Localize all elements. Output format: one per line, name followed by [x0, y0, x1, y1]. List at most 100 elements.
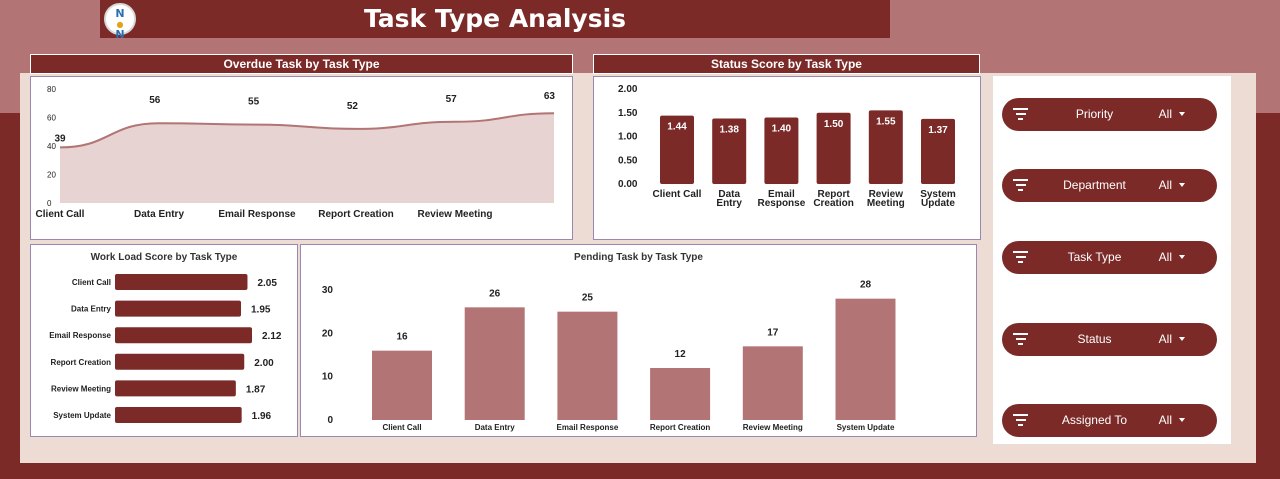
data-label: 26 — [489, 288, 501, 299]
workload-bar — [115, 274, 248, 290]
y-tick-label: 1.50 — [618, 108, 638, 119]
status-chart-panel: 2.00 1.50 1.00 0.50 0.00 1.44 Client Call 1.38 D… — [593, 76, 981, 240]
filter-slicer-status[interactable]: Status All — [1002, 323, 1217, 356]
y-tick-label: 60 — [47, 114, 56, 123]
status-chart-header: Status Score by Task Type — [593, 54, 980, 74]
data-label: 16 — [396, 332, 408, 343]
data-label: 1.38 — [719, 124, 739, 135]
data-label: 63 — [544, 91, 556, 102]
overdue-chart: 80 60 40 20 0 39 56 55 52 57 63 Client Call Data Ent… — [36, 85, 556, 220]
x-tick-label: Data Entry — [475, 423, 516, 432]
y-tick-label: 20 — [322, 328, 334, 339]
x-tick-label: Update — [921, 198, 955, 209]
data-label: 52 — [347, 101, 359, 112]
overdue-chart-panel: 80 60 40 20 0 39 56 55 52 57 63 Client Call Data Ent… — [30, 76, 573, 240]
workload-chart-panel: Work Load Score by Task Type Client Call… — [30, 244, 298, 437]
x-tick-label: Email Response — [218, 209, 296, 220]
area-fill — [60, 113, 554, 203]
filter-slicer-task-type[interactable]: Task Type All — [1002, 241, 1217, 274]
data-label: 57 — [446, 94, 458, 105]
data-label: 1.44 — [667, 122, 687, 133]
filter-slicer-priority[interactable]: Priority All — [1002, 98, 1217, 131]
status-bar — [764, 117, 799, 184]
data-label: 2.05 — [257, 278, 277, 289]
y-tick-label: 10 — [322, 372, 334, 383]
data-label: 56 — [149, 95, 161, 106]
slicer-label: Task Type — [1067, 250, 1122, 264]
area-line — [59, 112, 555, 149]
y-tick-label: 40 — [47, 142, 56, 151]
dashboard-title: Task Type Analysis — [363, 4, 627, 33]
y-tick-label: Email Response — [49, 331, 111, 340]
chevron-down-icon[interactable] — [1179, 112, 1185, 116]
chevron-down-icon[interactable] — [1179, 255, 1185, 259]
y-tick-label: Data Entry — [71, 305, 112, 314]
data-label: 39 — [54, 133, 66, 144]
data-label: 1.37 — [928, 125, 948, 136]
pending-bar — [464, 307, 525, 420]
y-tick-label: 0.50 — [618, 155, 638, 166]
slicer-value[interactable]: All — [1158, 178, 1172, 192]
x-tick-label: System — [920, 189, 956, 200]
chevron-down-icon[interactable] — [1179, 418, 1185, 422]
y-tick-label: System Update — [53, 411, 111, 420]
workload-chart-title: Work Load Score by Task Type — [90, 252, 238, 263]
x-tick-label: Report Creation — [650, 423, 711, 432]
chevron-down-icon[interactable] — [1179, 183, 1185, 187]
x-tick-label: Email — [768, 189, 795, 200]
slicer-label: Department — [1063, 178, 1126, 192]
filter-slicer-assigned-to[interactable]: Assigned To All — [1002, 404, 1217, 437]
slicer-value[interactable]: All — [1158, 107, 1172, 121]
x-tick-label: System Update — [837, 423, 895, 432]
pending-bar — [372, 350, 432, 420]
title-banner: N ● N Task Type Analysis — [100, 0, 890, 40]
y-tick-label: 2.00 — [618, 84, 638, 95]
data-label: 12 — [675, 349, 687, 360]
pending-bar — [742, 346, 803, 420]
workload-bar — [115, 353, 245, 370]
data-label: 1.95 — [251, 305, 271, 316]
x-tick-label: Creation — [813, 198, 854, 209]
data-label: 28 — [860, 280, 872, 291]
x-tick-label: Review Meeting — [417, 209, 492, 220]
y-tick-label: 0 — [47, 199, 52, 208]
data-label: 2.12 — [262, 331, 282, 342]
x-tick-label: Response — [758, 198, 806, 209]
workload-bar — [115, 380, 236, 397]
workload-chart: Client Call 2.05 Data Entry 1.95 Email Respo… — [49, 274, 282, 423]
slicer-value[interactable]: All — [1158, 250, 1172, 264]
overdue-chart-header: Overdue Task by Task Type — [30, 54, 573, 74]
data-label: 1.87 — [246, 384, 266, 395]
x-tick-label: Review Meeting — [743, 423, 803, 432]
x-tick-label: Client Call — [653, 189, 702, 200]
workload-bar — [115, 300, 242, 317]
data-label: 2.00 — [254, 358, 274, 369]
chevron-down-icon[interactable] — [1179, 337, 1185, 341]
x-tick-label: Report — [817, 189, 850, 200]
slicer-value[interactable]: All — [1158, 332, 1172, 346]
filter-icon — [1013, 179, 1028, 192]
slicer-value[interactable]: All — [1158, 413, 1172, 427]
data-label: 55 — [248, 97, 260, 108]
data-label: 1.96 — [252, 411, 272, 422]
data-label: 1.40 — [772, 124, 792, 135]
pending-bar — [557, 311, 618, 420]
y-tick-label: Client Call — [72, 278, 111, 287]
slicer-label: Status — [1077, 332, 1112, 346]
workload-bar — [115, 327, 252, 344]
x-tick-label: Report Creation — [318, 209, 394, 220]
x-tick-label: Email Response — [556, 423, 618, 432]
filter-icon — [1013, 414, 1028, 427]
x-tick-label: Data — [718, 189, 740, 200]
pending-chart-panel: Pending Task by Task Type 30 20 10 0 16 Clien… — [300, 244, 977, 437]
status-bar — [921, 118, 955, 184]
y-tick-label: 80 — [47, 85, 56, 94]
status-bar — [868, 110, 903, 184]
x-tick-label: Review — [869, 189, 904, 200]
pending-chart-title: Pending Task by Task Type — [574, 252, 703, 263]
y-tick-label: 30 — [322, 285, 334, 296]
x-tick-label: Client Call — [382, 423, 421, 432]
y-tick-label: Report Creation — [51, 358, 112, 367]
filter-slicer-department[interactable]: Department All — [1002, 169, 1217, 202]
x-tick-label: Entry — [716, 198, 742, 209]
